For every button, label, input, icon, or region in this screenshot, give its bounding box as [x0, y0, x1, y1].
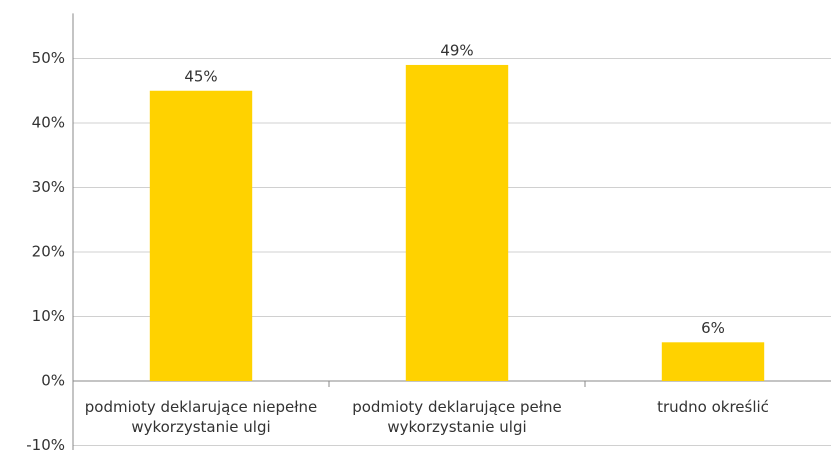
bar: [149, 90, 253, 381]
y-tick-label: 20%: [32, 243, 65, 261]
bar: [661, 342, 765, 381]
x-tick-label: podmioty deklarujące pełne wykorzystanie…: [352, 398, 562, 436]
y-tick-label: 40%: [32, 114, 65, 132]
x-tick-label: trudno określić: [657, 398, 769, 416]
data-label: 6%: [701, 319, 725, 337]
y-tick-label: 30%: [32, 178, 65, 196]
data-label: 49%: [440, 41, 473, 59]
bar: [405, 64, 509, 381]
y-tick-label: -10%: [26, 436, 65, 450]
data-label: 45%: [184, 67, 217, 85]
x-tick-label: podmioty deklarujące niepełne wykorzysta…: [84, 398, 318, 436]
y-tick-label: 50%: [32, 49, 65, 67]
y-tick-label: 10%: [32, 307, 65, 325]
y-tick-label: 0%: [41, 372, 65, 390]
